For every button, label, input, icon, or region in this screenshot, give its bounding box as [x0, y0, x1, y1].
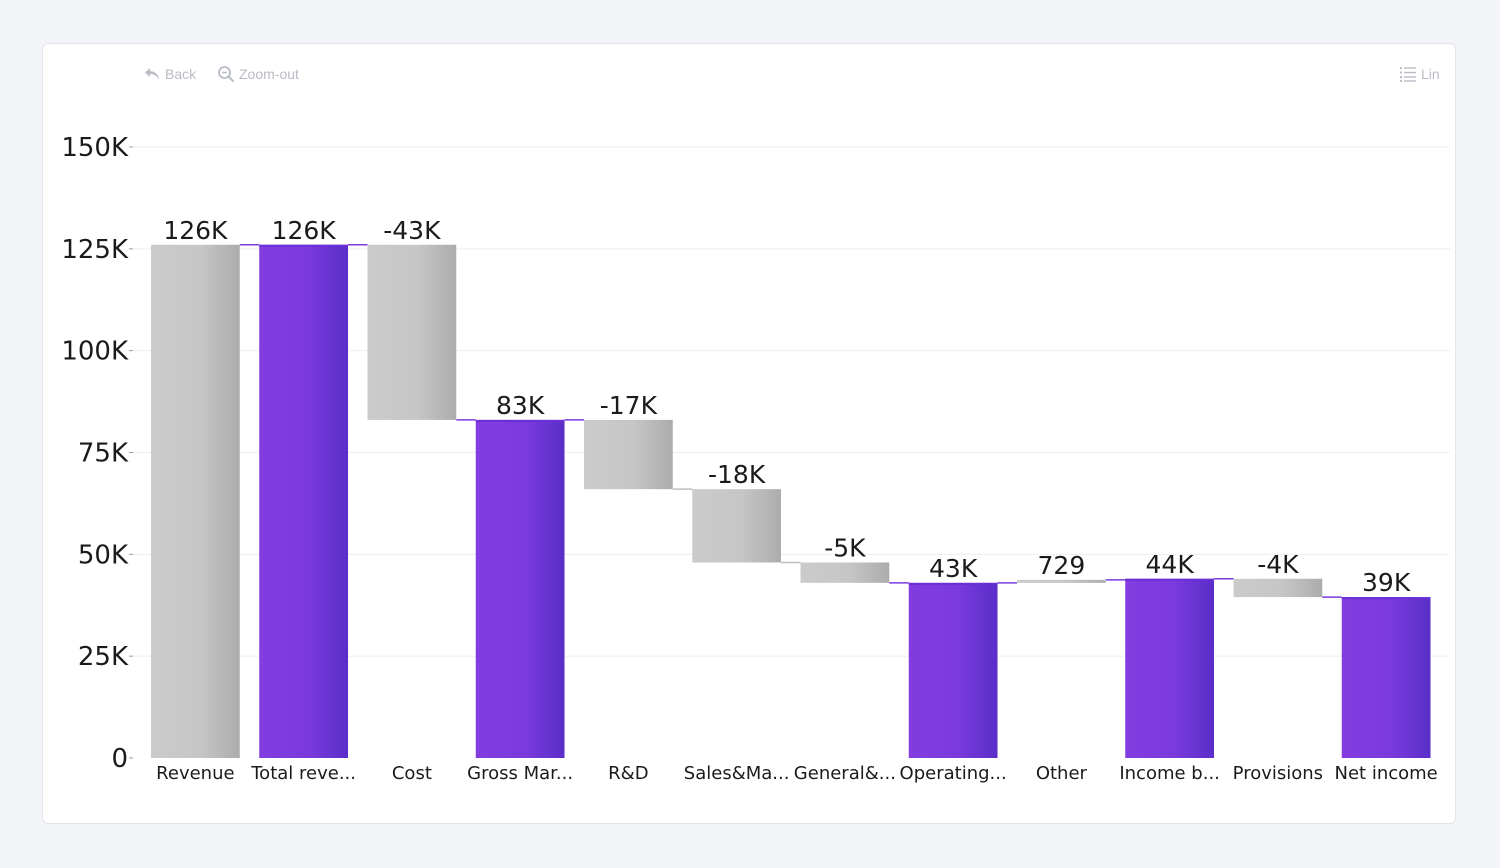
- x-tick-label: Income b...: [1119, 763, 1220, 784]
- x-tick-label: Net income: [1335, 763, 1438, 784]
- data-label: 126K: [272, 216, 337, 245]
- x-tick-label: Provisions: [1233, 763, 1323, 784]
- bar-delta[interactable]: [800, 562, 890, 583]
- bar-total[interactable]: [1341, 597, 1431, 758]
- zoom-out-button[interactable]: Zoom-out: [217, 64, 299, 84]
- data-label: -5K: [824, 533, 866, 562]
- data-label: -17K: [600, 391, 658, 420]
- data-label: -43K: [383, 216, 441, 245]
- back-label: Back: [165, 66, 197, 82]
- data-label: 729: [1038, 551, 1086, 580]
- bar-delta[interactable]: [151, 244, 240, 758]
- data-label: 126K: [163, 216, 228, 245]
- y-tick-label: 50K: [78, 540, 129, 570]
- x-tick-label: Operating...: [900, 763, 1007, 784]
- bar-delta[interactable]: [584, 419, 673, 490]
- zoom-out-label: Zoom-out: [239, 66, 299, 82]
- back-arrow-icon: [145, 68, 159, 80]
- zoom-out-icon: [218, 66, 235, 83]
- x-tick-label: Cost: [392, 763, 432, 784]
- bar-total[interactable]: [475, 419, 565, 758]
- y-tick-label: 0: [111, 744, 128, 774]
- bar-total[interactable]: [1125, 578, 1215, 758]
- data-label: 83K: [496, 391, 545, 420]
- y-tick-label: 150K: [61, 133, 129, 163]
- bar-delta[interactable]: [1233, 578, 1323, 598]
- legend-list-button[interactable]: Lin: [1399, 64, 1440, 84]
- bar-delta[interactable]: [692, 489, 782, 563]
- x-tick-label: General&...: [794, 763, 896, 784]
- y-tick-label: 25K: [78, 642, 129, 672]
- data-label: 44K: [1146, 550, 1195, 579]
- x-tick-label: Revenue: [156, 763, 234, 784]
- bar-total[interactable]: [259, 244, 349, 758]
- legend-label: Lin: [1421, 66, 1440, 82]
- data-label: 39K: [1362, 568, 1411, 597]
- back-button[interactable]: Back: [143, 64, 196, 84]
- x-tick-label: Gross Mar...: [467, 763, 573, 784]
- bar-delta[interactable]: [1017, 579, 1106, 583]
- data-label: 43K: [929, 554, 978, 583]
- data-label: -18K: [708, 460, 766, 489]
- bar-total[interactable]: [908, 582, 998, 758]
- x-tick-label: Sales&Ma...: [684, 763, 790, 784]
- bar-delta[interactable]: [367, 244, 457, 420]
- x-tick-label: R&D: [608, 763, 648, 784]
- y-tick-label: 125K: [61, 235, 129, 265]
- y-tick-label: 75K: [78, 439, 129, 469]
- y-tick-label: 100K: [61, 337, 129, 367]
- list-icon: [1400, 67, 1416, 82]
- data-label: -4K: [1257, 550, 1299, 579]
- x-tick-label: Other: [1036, 763, 1088, 784]
- x-tick-label: Total reve...: [250, 763, 356, 784]
